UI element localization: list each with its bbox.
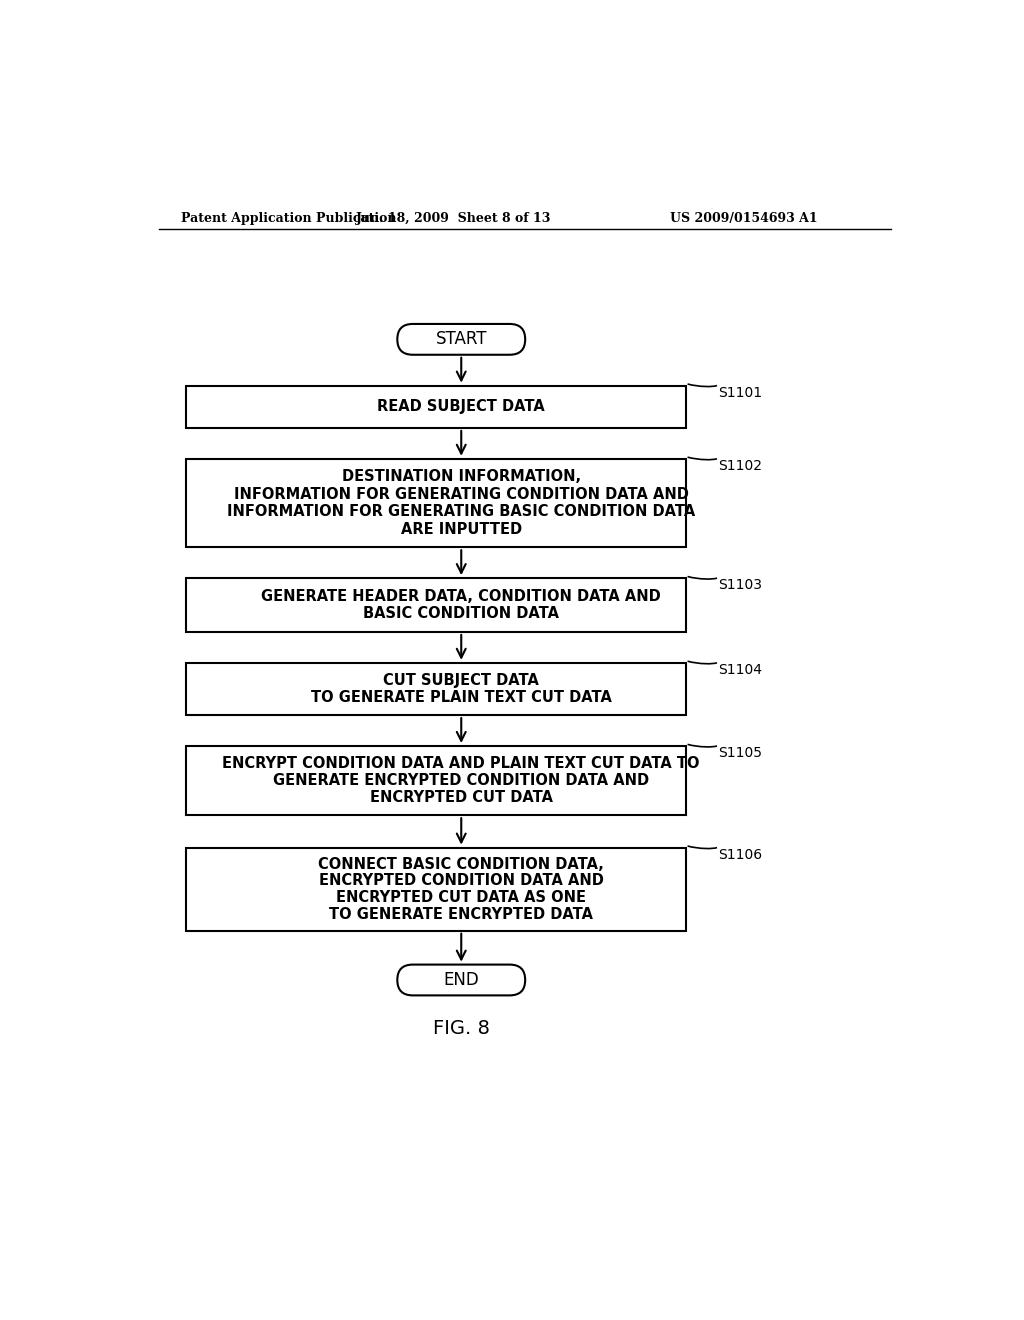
Text: ARE INPUTTED: ARE INPUTTED — [400, 521, 522, 537]
Bar — [186, 746, 686, 816]
Text: TO GENERATE ENCRYPTED DATA: TO GENERATE ENCRYPTED DATA — [330, 907, 593, 921]
Text: GENERATE ENCRYPTED CONDITION DATA AND: GENERATE ENCRYPTED CONDITION DATA AND — [273, 774, 649, 788]
Text: CUT SUBJECT DATA: CUT SUBJECT DATA — [383, 673, 540, 688]
Text: TO GENERATE PLAIN TEXT CUT DATA: TO GENERATE PLAIN TEXT CUT DATA — [311, 690, 611, 705]
Bar — [186, 847, 686, 931]
Text: ENCRYPTED CUT DATA: ENCRYPTED CUT DATA — [370, 791, 553, 805]
FancyBboxPatch shape — [397, 965, 525, 995]
Bar — [186, 385, 686, 428]
Text: READ SUBJECT DATA: READ SUBJECT DATA — [378, 399, 545, 414]
Text: S1106: S1106 — [719, 847, 763, 862]
Text: Jun. 18, 2009  Sheet 8 of 13: Jun. 18, 2009 Sheet 8 of 13 — [355, 213, 551, 224]
Text: ENCRYPTED CUT DATA AS ONE: ENCRYPTED CUT DATA AS ONE — [336, 890, 587, 906]
Bar — [186, 663, 686, 715]
Text: INFORMATION FOR GENERATING CONDITION DATA AND: INFORMATION FOR GENERATING CONDITION DAT… — [233, 487, 689, 502]
Text: S1105: S1105 — [719, 746, 763, 760]
Text: GENERATE HEADER DATA, CONDITION DATA AND: GENERATE HEADER DATA, CONDITION DATA AND — [261, 589, 662, 603]
Text: Patent Application Publication: Patent Application Publication — [180, 213, 396, 224]
Text: START: START — [435, 330, 487, 348]
Text: ENCRYPT CONDITION DATA AND PLAIN TEXT CUT DATA TO: ENCRYPT CONDITION DATA AND PLAIN TEXT CU… — [222, 756, 700, 771]
Text: S1102: S1102 — [719, 459, 763, 473]
Text: FIG. 8: FIG. 8 — [433, 1019, 489, 1038]
Text: BASIC CONDITION DATA: BASIC CONDITION DATA — [364, 606, 559, 622]
Text: S1104: S1104 — [719, 663, 763, 677]
Text: CONNECT BASIC CONDITION DATA,: CONNECT BASIC CONDITION DATA, — [318, 857, 604, 871]
Text: INFORMATION FOR GENERATING BASIC CONDITION DATA: INFORMATION FOR GENERATING BASIC CONDITI… — [227, 504, 695, 519]
Text: S1101: S1101 — [719, 385, 763, 400]
Text: END: END — [443, 972, 479, 989]
Text: DESTINATION INFORMATION,: DESTINATION INFORMATION, — [342, 469, 581, 484]
Text: ENCRYPTED CONDITION DATA AND: ENCRYPTED CONDITION DATA AND — [318, 874, 604, 888]
FancyBboxPatch shape — [397, 323, 525, 355]
Bar — [186, 459, 686, 548]
Text: US 2009/0154693 A1: US 2009/0154693 A1 — [671, 213, 818, 224]
Bar — [186, 578, 686, 632]
Text: S1103: S1103 — [719, 578, 763, 593]
